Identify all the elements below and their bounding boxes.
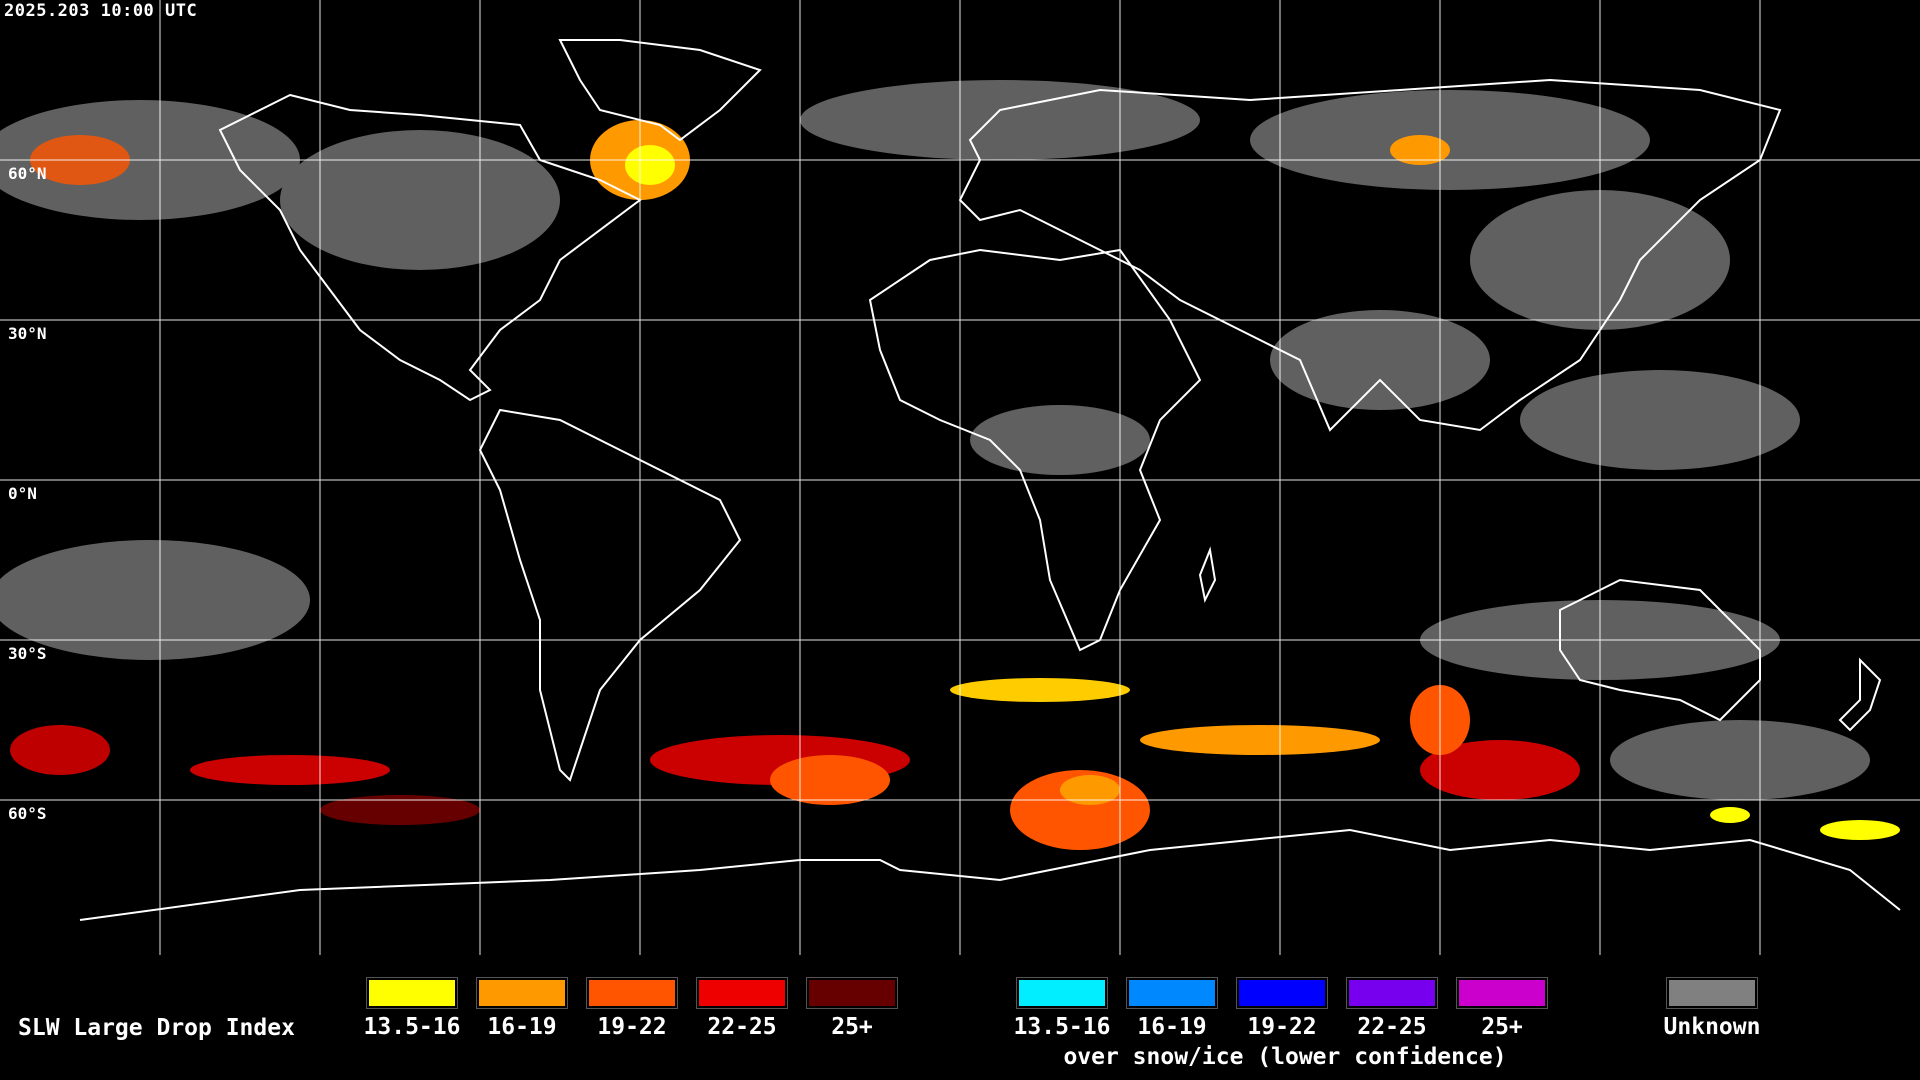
label-normal-2: 16-19 [487,1014,557,1040]
swatch-snow-2 [1126,977,1218,1009]
swatch-normal-4 [696,977,788,1009]
lat-label-30n: 30°N [8,324,47,343]
coastlines [79,39,1901,921]
lat-lon-grid [0,0,1920,955]
swatch-normal-2 [476,977,568,1009]
label-snow-2: 16-19 [1137,1014,1207,1040]
lat-label-60n: 60°N [8,164,47,183]
lat-label-0n: 0°N [8,484,37,503]
swatch-snow-4 [1346,977,1438,1009]
swatch-snow-1 [1016,977,1108,1009]
swatch-unknown [1666,977,1758,1009]
lat-label-60s: 60°S [8,804,47,823]
swatch-normal-3 [586,977,678,1009]
label-normal-4: 22-25 [707,1014,777,1040]
label-normal-5: 25+ [831,1014,873,1040]
world-map [0,0,1920,955]
label-snow-5: 25+ [1481,1014,1523,1040]
label-unknown: Unknown [1663,1014,1761,1040]
lat-label-30s: 30°S [8,644,47,663]
unknown-cloud-areas [0,80,1870,800]
swatch-normal-5 [806,977,898,1009]
legend-title: SLW Large Drop Index [18,1015,295,1041]
swatch-normal-1 [366,977,458,1009]
swatch-snow-5 [1456,977,1548,1009]
label-snow-1: 13.5-16 [1013,1014,1111,1040]
legend [0,960,1920,1080]
label-snow-3: 19-22 [1247,1014,1317,1040]
label-normal-3: 19-22 [597,1014,667,1040]
snow-ice-note: over snow/ice (lower confidence) [1063,1044,1507,1070]
label-normal-1: 13.5-16 [363,1014,461,1040]
label-snow-4: 22-25 [1357,1014,1427,1040]
timestamp: 2025.203 10:00 UTC [4,1,198,21]
swatch-snow-3 [1236,977,1328,1009]
